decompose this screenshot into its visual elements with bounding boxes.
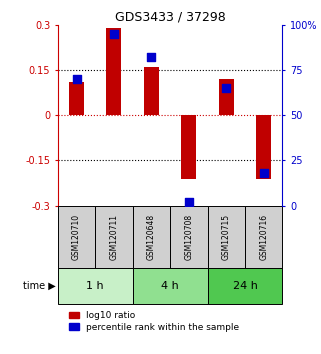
- Bar: [144, 67, 159, 115]
- FancyBboxPatch shape: [95, 206, 133, 268]
- Text: 1 h: 1 h: [86, 281, 104, 291]
- Point: [149, 55, 154, 60]
- Text: 4 h: 4 h: [161, 281, 179, 291]
- Text: 24 h: 24 h: [233, 281, 257, 291]
- Point: [74, 76, 79, 82]
- FancyBboxPatch shape: [208, 206, 245, 268]
- Text: GSM120715: GSM120715: [222, 214, 231, 260]
- Text: GSM120708: GSM120708: [184, 214, 193, 260]
- Bar: [219, 79, 234, 115]
- FancyBboxPatch shape: [58, 206, 95, 268]
- Bar: [69, 82, 84, 115]
- Text: GSM120710: GSM120710: [72, 214, 81, 260]
- Text: GSM120648: GSM120648: [147, 214, 156, 260]
- Legend: log10 ratio, percentile rank within the sample: log10 ratio, percentile rank within the …: [67, 308, 242, 335]
- FancyBboxPatch shape: [245, 206, 282, 268]
- Bar: [256, 115, 271, 178]
- Point: [111, 31, 117, 37]
- FancyBboxPatch shape: [208, 268, 282, 304]
- Bar: [107, 28, 121, 115]
- Point: [224, 85, 229, 91]
- Bar: [181, 115, 196, 178]
- FancyBboxPatch shape: [133, 268, 208, 304]
- Text: time ▶: time ▶: [23, 281, 56, 291]
- FancyBboxPatch shape: [58, 268, 133, 304]
- Text: GSM120711: GSM120711: [109, 214, 118, 260]
- FancyBboxPatch shape: [170, 206, 208, 268]
- Point: [261, 170, 266, 176]
- FancyBboxPatch shape: [133, 206, 170, 268]
- Point: [186, 199, 191, 205]
- Text: GSM120716: GSM120716: [259, 214, 268, 260]
- Title: GDS3433 / 37298: GDS3433 / 37298: [115, 11, 226, 24]
